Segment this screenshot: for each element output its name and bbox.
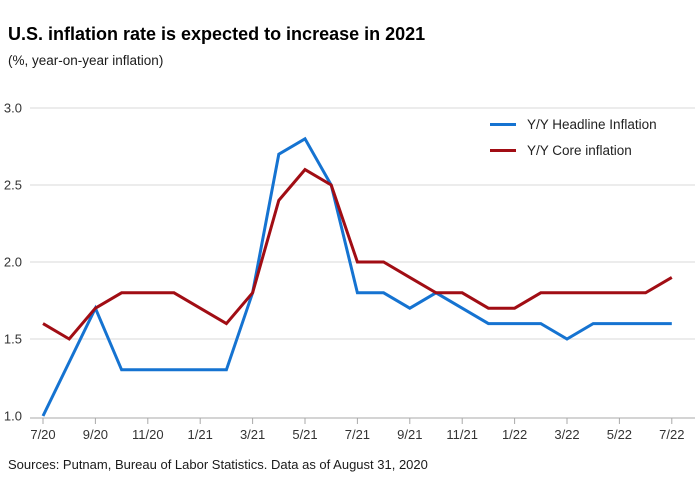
legend-label-core: Y/Y Core inflation [527,143,632,158]
y-axis-tick-label: 1.5 [4,332,22,347]
line-chart: 1.0 1.5 2.0 2.5 3.0 7/20 9/20 11/20 1/21 3/21 5/21… [0,92,700,457]
legend-item-core: Y/Y Core inflation [490,143,657,158]
x-axis-tick-label: 7/21 [345,427,370,442]
chart-canvas: 1.0 1.5 2.0 2.5 3.0 7/20 9/20 11/20 1/21 3/21 5/21… [4,101,695,442]
x-axis-tick-label: 7/22 [659,427,684,442]
x-axis-tick-label: 1/21 [188,427,213,442]
x-axis-tick-label: 9/20 [83,427,108,442]
legend-item-headline: Y/Y Headline Inflation [490,117,657,132]
headline-line-swatch-icon [490,123,516,126]
y-axis-tick-label: 2.5 [4,178,22,193]
core-inflation-line [42,167,673,341]
x-axis-tick-label: 5/21 [292,427,317,442]
chart-title: U.S. inflation rate is expected to incre… [8,24,426,45]
x-axis-tick-label: 11/20 [132,427,164,442]
x-axis-tick-label: 3/22 [554,427,579,442]
x-axis-tick-label: 9/21 [397,427,422,442]
x-axis-tick-label: 7/20 [30,427,55,442]
x-axis-tick-label: 1/22 [502,427,527,442]
y-axis-tick-label: 3.0 [4,101,22,116]
core-line-swatch-icon [490,149,516,152]
x-axis-tick-label: 11/21 [446,427,478,442]
source-note: Sources: Putnam, Bureau of Labor Statist… [8,457,428,472]
headline-inflation-line [41,136,672,417]
chart-subtitle: (%, year-on-year inflation) [8,53,164,68]
y-axis-tick-label: 1.0 [4,409,22,424]
legend-label-headline: Y/Y Headline Inflation [527,117,657,132]
x-axis-tick-label: 3/21 [240,427,265,442]
x-axis-tick-label: 5/22 [607,427,632,442]
y-axis-tick-label: 2.0 [4,255,22,270]
chart-legend: Y/Y Headline Inflation Y/Y Core inflatio… [490,117,657,158]
